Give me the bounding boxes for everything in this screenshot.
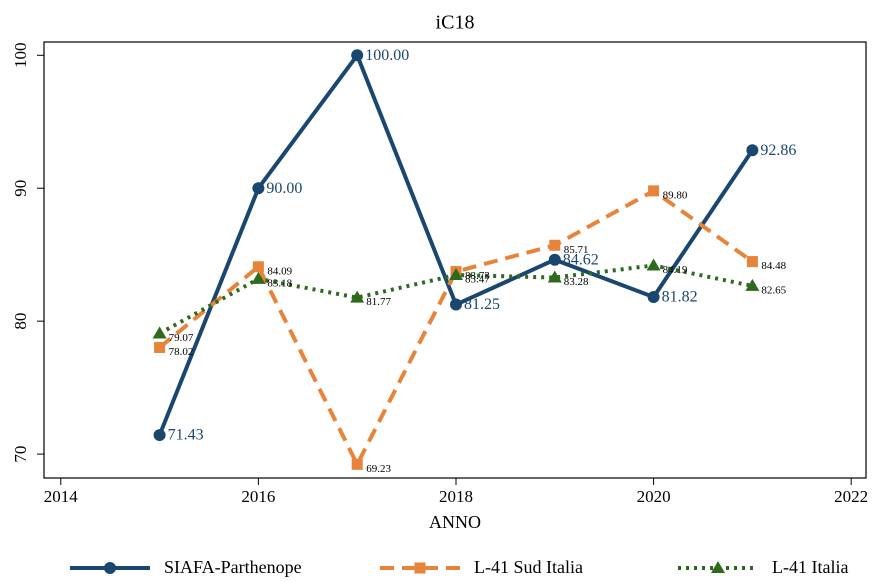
data-point <box>351 49 364 62</box>
data-point <box>746 144 759 157</box>
data-label: 83.47 <box>465 274 490 286</box>
legend-marker <box>104 562 116 574</box>
data-label: 84.09 <box>267 265 292 277</box>
data-point <box>251 271 266 284</box>
legend-label: L-41 Italia <box>772 557 848 577</box>
data-point <box>252 261 264 273</box>
data-point <box>153 429 166 442</box>
x-tick-label: 2016 <box>241 487 275 506</box>
y-tick-label: 80 <box>11 313 30 330</box>
data-label: 81.82 <box>662 289 698 306</box>
data-label: 71.43 <box>168 427 204 444</box>
data-point <box>351 458 363 470</box>
data-label: 78.02 <box>169 346 194 358</box>
x-tick-label: 2022 <box>834 487 868 506</box>
data-point <box>648 185 660 197</box>
data-point <box>745 278 760 291</box>
data-point <box>154 341 166 353</box>
data-point <box>449 298 462 311</box>
legend-label: L-41 Sud Italia <box>474 557 583 577</box>
data-point <box>549 239 561 251</box>
legend-label: SIAFA-Parthenope <box>164 557 302 577</box>
y-tick-label: 100 <box>11 43 30 68</box>
data-label: 81.25 <box>464 296 500 313</box>
data-label: 89.80 <box>663 189 688 201</box>
legend-marker <box>414 562 426 574</box>
x-tick-label: 2020 <box>637 487 671 506</box>
data-label: 84.19 <box>663 264 688 276</box>
data-label: 92.86 <box>760 142 796 159</box>
data-label: 83.28 <box>564 276 589 288</box>
data-label: 82.65 <box>761 284 786 296</box>
y-tick-label: 90 <box>11 180 30 197</box>
data-point <box>547 270 562 283</box>
data-label: 83.18 <box>267 277 292 289</box>
x-tick-label: 2018 <box>439 487 473 506</box>
data-label: 85.71 <box>564 244 589 256</box>
data-point <box>646 258 661 271</box>
legend-marker <box>711 561 725 573</box>
x-axis-label: ANNO <box>429 512 481 532</box>
data-label: 69.23 <box>366 463 391 475</box>
data-label: 90.00 <box>266 180 302 197</box>
data-point <box>152 326 167 339</box>
data-point <box>647 290 660 303</box>
data-point <box>350 290 365 303</box>
data-label: 81.77 <box>366 296 391 308</box>
data-point <box>746 256 758 268</box>
data-label: 79.07 <box>169 332 194 344</box>
data-point <box>448 268 463 281</box>
data-label: 84.62 <box>563 251 599 268</box>
data-point <box>548 253 561 266</box>
data-label: 84.48 <box>761 260 786 272</box>
y-tick-label: 70 <box>11 446 30 463</box>
chart-title: iC18 <box>436 12 475 34</box>
data-point <box>252 182 265 195</box>
plot-frame <box>43 41 867 479</box>
x-tick-label: 2014 <box>44 487 79 506</box>
data-label: 100.00 <box>365 47 409 64</box>
